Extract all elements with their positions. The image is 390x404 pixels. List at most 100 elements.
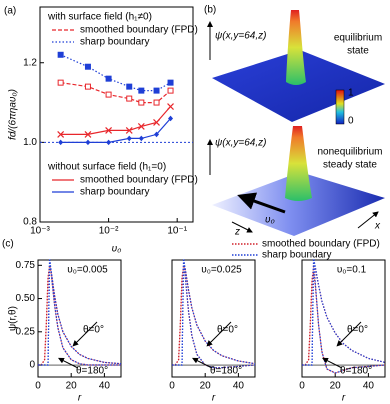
x-axis-label: υ₀ xyxy=(112,244,122,255)
series-line xyxy=(38,258,121,366)
annotation: θ=180° xyxy=(340,366,372,377)
marker xyxy=(168,115,174,122)
plot-frame xyxy=(37,259,122,378)
marker xyxy=(126,83,133,90)
annotation: θ=180° xyxy=(76,366,108,377)
x-tick-label: 40 xyxy=(99,381,111,392)
annotation: θ=0° xyxy=(347,325,368,336)
surface xyxy=(212,172,385,236)
state-label: state xyxy=(347,46,369,57)
velocity-arrow xyxy=(237,192,286,214)
series-line xyxy=(38,265,121,366)
marker xyxy=(126,135,132,142)
chart-title: υ₀=0.1 xyxy=(337,265,367,276)
marker xyxy=(138,87,145,94)
axis-arrow xyxy=(357,211,379,229)
marker xyxy=(58,139,64,146)
legend-label: sharp boundary xyxy=(80,187,150,198)
x-tick-label: 0 xyxy=(35,381,41,392)
legend-label: smoothed boundary (FPD) xyxy=(80,25,198,36)
colorbar-label: 1 xyxy=(348,88,354,99)
series-line xyxy=(302,264,386,366)
marker xyxy=(84,63,91,70)
x-tick-label: 20 xyxy=(66,381,78,392)
annotation-arrow xyxy=(72,321,98,347)
x-tick-label: 0 xyxy=(169,381,175,392)
marker xyxy=(105,75,112,82)
marker xyxy=(153,119,160,126)
marker xyxy=(154,131,160,138)
x-tick-label: 10⁻³ xyxy=(30,226,50,237)
series-line xyxy=(172,258,256,369)
x-tick-label: 20 xyxy=(330,381,342,392)
colorbar-label: 0 xyxy=(348,116,354,127)
colorbar xyxy=(335,89,345,125)
marker xyxy=(84,83,91,90)
marker xyxy=(125,127,133,134)
annotation-arrow xyxy=(322,357,343,369)
annotation: θ=0° xyxy=(83,325,104,336)
chart-title: υ₀=0.005 xyxy=(67,265,108,276)
x-axis-label: r xyxy=(212,393,216,404)
annotation-arrow xyxy=(192,357,213,369)
legend-title: without surface field (h₁=0) xyxy=(47,162,166,173)
series-line xyxy=(302,258,386,374)
velocity-label: υ₀ xyxy=(265,215,275,226)
marker xyxy=(57,130,65,138)
panel-label: (a) xyxy=(4,6,16,17)
marker xyxy=(167,87,174,94)
marker xyxy=(138,99,145,106)
axis-label: z xyxy=(234,227,240,238)
x-axis-label: r xyxy=(342,393,346,404)
marker xyxy=(57,79,64,86)
panel-b: (b) ψ(x,y=64,z) equilibrium state 1 0 ψ(… xyxy=(204,5,385,238)
marker xyxy=(137,123,145,130)
marker xyxy=(167,79,174,86)
marker xyxy=(85,139,91,146)
state-label: steady state xyxy=(323,160,377,171)
y-tick-label: 0.50 xyxy=(16,293,36,304)
axis-label: x xyxy=(374,221,381,232)
y-tick-label: 0.8 xyxy=(23,217,37,228)
x-tick-label: 10⁻² xyxy=(99,226,119,237)
annotation-arrow xyxy=(336,321,362,347)
series-line xyxy=(172,266,256,369)
x-tick-label: 40 xyxy=(363,381,375,392)
series-line xyxy=(60,54,171,92)
peak xyxy=(285,126,312,201)
marker xyxy=(153,87,160,94)
marker xyxy=(153,99,160,106)
x-axis-label: r xyxy=(78,393,82,404)
annotation: θ=180° xyxy=(210,366,242,377)
plot-frame xyxy=(301,259,386,378)
peak xyxy=(286,10,306,85)
marker xyxy=(106,139,112,146)
x-tick-label: 10⁻¹ xyxy=(167,226,187,237)
marker xyxy=(105,91,112,98)
y-tick-label: 1.0 xyxy=(23,137,37,148)
marker xyxy=(167,103,174,110)
marker xyxy=(57,51,64,58)
series-line xyxy=(302,271,386,374)
y-tick-label: 0 xyxy=(29,360,35,371)
y-tick-label: 1.2 xyxy=(23,57,37,68)
legend-label: smoothed boundary (FPD) xyxy=(262,239,380,250)
plot-frame xyxy=(39,6,194,223)
legend-title: with surface field (h₁≠0) xyxy=(47,12,152,23)
marker xyxy=(84,130,92,138)
marker xyxy=(126,95,133,102)
state-label: equilibrium xyxy=(334,33,382,44)
annotation-arrow xyxy=(206,321,232,347)
panel-label: (b) xyxy=(204,5,216,16)
series-line xyxy=(38,265,122,366)
legend-label: sharp boundary xyxy=(80,37,150,48)
axis-label: ψ(x,y=64,z) xyxy=(215,138,266,149)
surface xyxy=(212,50,385,122)
annotation: θ=0° xyxy=(217,325,238,336)
marker xyxy=(105,127,113,134)
y-tick-label: 0.75 xyxy=(16,260,36,271)
plot-frame xyxy=(171,259,256,378)
y-tick-label: 0.25 xyxy=(16,326,36,337)
